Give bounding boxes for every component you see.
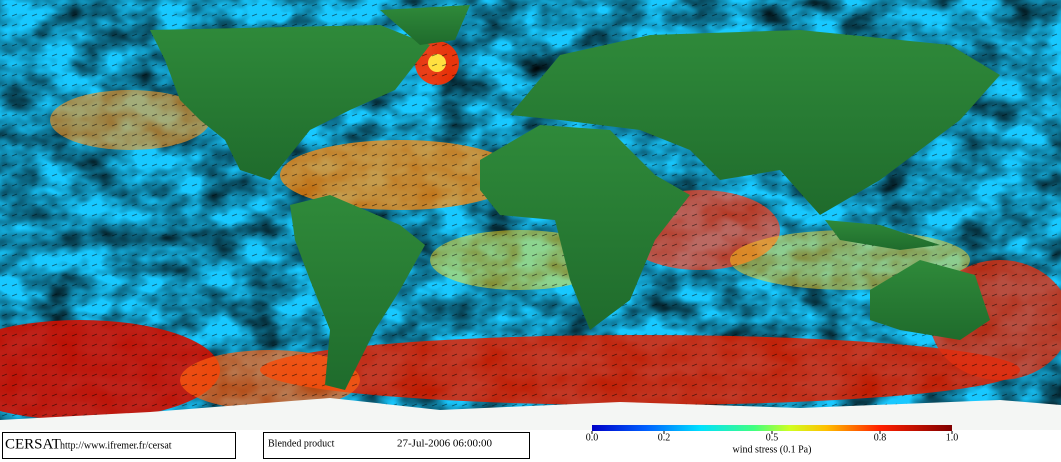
- branding-label: CERSAT: [5, 436, 61, 452]
- product-box: [263, 432, 530, 459]
- land: [150, 5, 1000, 390]
- colorbar-tick-label: 0.8: [874, 432, 887, 443]
- colorbar-title: wind stress (0.1 Pa): [733, 444, 812, 455]
- product-date: 27-Jul-2006 06:00:00: [397, 438, 493, 450]
- branding-box: [2, 432, 236, 459]
- product-name: Blended product: [268, 438, 335, 449]
- colorbar-tick-label: 1.0: [946, 432, 959, 443]
- colorbar-ticks: 0.0 0.2 0.5 0.8 1.0: [586, 431, 959, 443]
- antarctica: [0, 398, 1061, 430]
- colorbar-tick-label: 0.2: [658, 432, 671, 443]
- colorbar-tick-label: 0.0: [586, 432, 599, 443]
- colorbar-tick-label: 0.5: [766, 432, 779, 443]
- colorbar: [592, 425, 952, 431]
- branding-url[interactable]: http://www.ifremer.fr/cersat: [60, 440, 172, 451]
